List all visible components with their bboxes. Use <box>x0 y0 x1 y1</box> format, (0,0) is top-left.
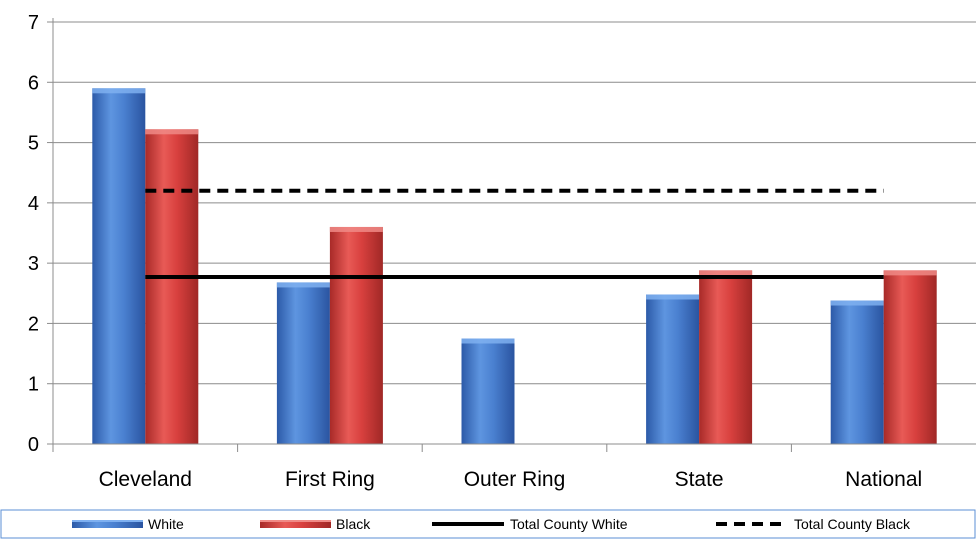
bar-white-state <box>646 294 699 444</box>
bar-white-national <box>831 301 884 444</box>
x-category-label: First Ring <box>285 468 375 491</box>
bar-white-cleveland <box>92 88 145 444</box>
bar-black-national <box>884 270 937 444</box>
legend-label-black: Black <box>336 516 371 532</box>
x-category-label: Outer Ring <box>464 468 566 491</box>
y-tick-label: 4 <box>28 193 39 215</box>
bar-black-state <box>699 270 752 444</box>
bars <box>92 88 936 444</box>
x-category-label: Cleveland <box>99 468 192 491</box>
bar-top-highlight <box>884 270 937 275</box>
bar-black-first-ring <box>330 227 383 444</box>
bar-top-highlight <box>330 227 383 232</box>
y-tick-label: 0 <box>28 434 39 456</box>
bar-top-highlight <box>699 270 752 275</box>
reference-lines <box>145 191 883 277</box>
bar-top-highlight <box>145 129 198 134</box>
legend: White Black Total County White Total County… <box>1 510 975 538</box>
y-tick-label: 5 <box>28 133 39 155</box>
legend-label-total-county-white: Total County White <box>510 516 628 532</box>
y-tick-label: 6 <box>28 72 39 94</box>
bar-black-cleveland <box>145 129 198 444</box>
bar-top-highlight <box>831 301 884 306</box>
bar-white-first-ring <box>277 282 330 444</box>
bar-top-highlight <box>646 294 699 299</box>
legend-swatch-highlight <box>72 520 143 522</box>
legend-label-white: White <box>148 516 184 532</box>
bar-top-highlight <box>277 282 330 287</box>
y-tick-label: 7 <box>28 12 39 34</box>
legend-label-total-county-black: Total County Black <box>794 516 911 532</box>
legend-swatch-highlight <box>260 520 331 522</box>
bar-top-highlight <box>462 339 515 344</box>
bar-top-highlight <box>92 88 145 93</box>
x-category-label: State <box>675 468 724 491</box>
bar-white-outer-ring <box>462 339 515 445</box>
y-tick-label: 3 <box>28 253 39 275</box>
y-tick-label: 2 <box>28 313 39 335</box>
y-tick-label: 1 <box>28 374 39 396</box>
x-category-label: National <box>845 468 922 491</box>
